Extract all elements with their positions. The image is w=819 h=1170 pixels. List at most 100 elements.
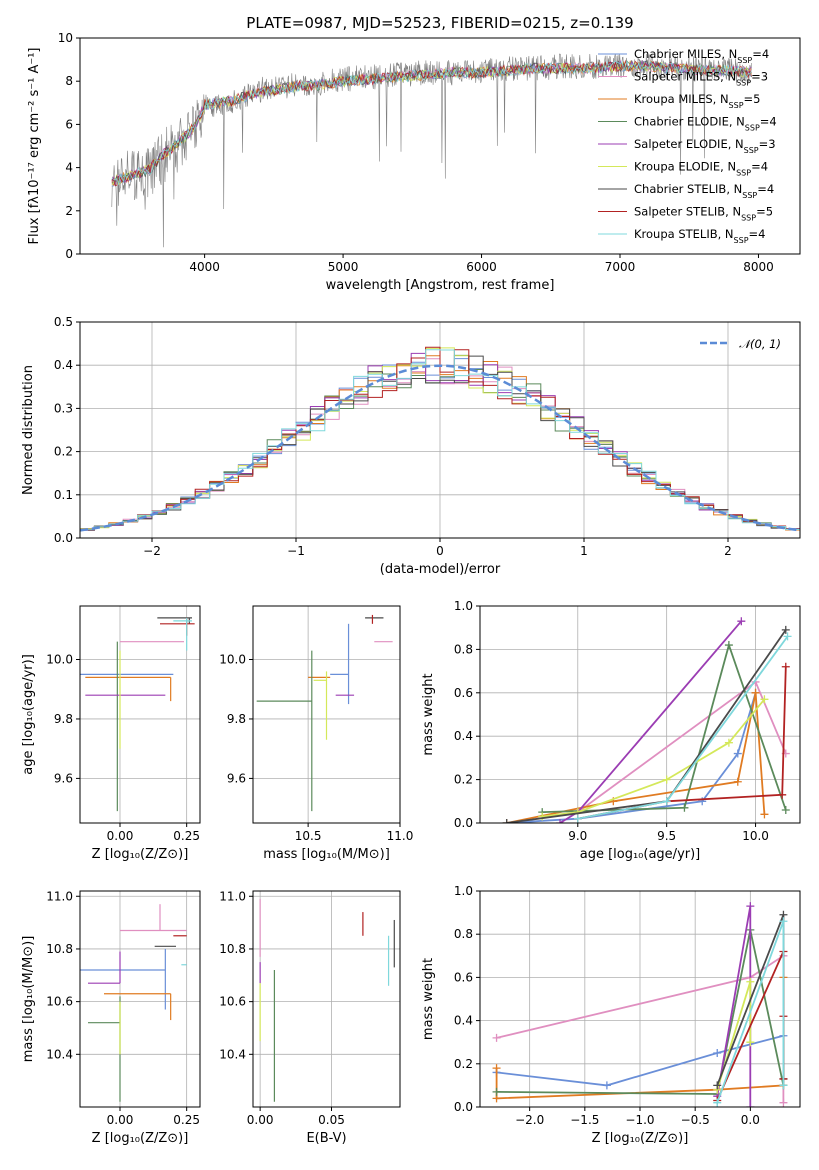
data-marker: [779, 1098, 788, 1107]
x-axis-label: Z [log₁₀(Z/Z⊙)]: [92, 1131, 189, 1146]
y-tick-label: 10.6: [46, 995, 73, 1009]
x-tick-label: 0: [436, 544, 444, 558]
axes-frame: [252, 605, 401, 824]
x-tick-label: 7000: [605, 260, 636, 274]
x-tick-label: 0.0: [741, 1113, 760, 1127]
data-marker: [556, 819, 564, 823]
x-axis-label: Z [log₁₀(Z/Z⊙)]: [592, 1131, 689, 1146]
y-tick-label: 11.0: [219, 889, 246, 903]
axes-frame: [79, 321, 801, 539]
y-tick-label: 10.8: [46, 942, 73, 956]
data-marker: [781, 805, 790, 814]
y-tick-label: 10.0: [46, 653, 73, 667]
y-tick-label: 0.0: [454, 1100, 473, 1114]
legend-entry: Salpeter STELIB, NSSP=5: [634, 205, 773, 223]
spectrum-panel: 4000 5000 6000 7000 8000 0 2 4 6 8 10 wavelength [A…: [27, 31, 801, 293]
y-axis-label: age [log₁₀(age/yr)]: [21, 654, 36, 775]
mass-age-panel: 10.5 11.0 9.6 9.8 10.0 mass [log₁₀(M/M⊙)]: [219, 605, 413, 862]
ticks: −2.0 −1.5 −1.0 −0.5 0.0 0.0 0.2 0.4 0.6 0.8 1.0: [454, 884, 760, 1127]
data-marker: [746, 977, 755, 986]
y-tick-label: 0.1: [54, 488, 73, 502]
y-tick-label: 10.0: [219, 653, 246, 667]
x-tick-label: 2: [724, 544, 732, 558]
data-marker: [778, 790, 787, 799]
axes-frame: [252, 890, 401, 1108]
x-tick-label: 5000: [328, 260, 359, 274]
data-marker: [746, 902, 755, 911]
legend-entry: Kroupa ELODIE, NSSP=4: [634, 160, 768, 178]
y-axis-label: Flux [fλ10⁻¹⁷ erg cm⁻² s⁻¹ A⁻¹]: [27, 48, 42, 245]
x-tick-label: −1.5: [570, 1113, 599, 1127]
model-spectrum-kroupa-stelib: [111, 60, 752, 185]
y-axis-label: mass weight: [421, 958, 436, 1040]
x-axis-label: wavelength [Angstrom, rest frame]: [326, 278, 555, 293]
y-tick-label: 0.2: [454, 1057, 473, 1071]
ticks: −2 −1 0 1 2 0.0 0.1 0.2 0.3 0.4 0.5: [54, 315, 732, 558]
x-axis-label: Z [log₁₀(Z/Z⊙)]: [92, 847, 189, 862]
y-tick-label: 10.8: [219, 942, 246, 956]
x-tick-label: 0.00: [107, 829, 134, 843]
y-tick-label: 0.4: [54, 358, 73, 372]
data-marker: [573, 814, 582, 823]
x-tick-label: −1.0: [625, 1113, 654, 1127]
residuals-panel: −2 −1 0 1 2 0.0 0.1 0.2 0.3 0.4 0.5 (data-model)/er…: [21, 315, 801, 577]
data-marker: [781, 662, 790, 671]
y-tick-label: 10: [58, 31, 73, 45]
plot-area: [80, 904, 187, 1102]
y-tick-label: 10.4: [46, 1047, 73, 1061]
legend-entry: Salpeter MILES, NSSP=3: [634, 70, 768, 88]
x-tick-label: −0.5: [681, 1113, 710, 1127]
ticks: 0.00 0.05 10.4 10.6 10.8 11.0: [219, 889, 345, 1127]
weight-line-chabrier-elodie: [542, 642, 787, 813]
x-axis-label: age [log₁₀(age/yr)]: [580, 847, 701, 862]
x-tick-label: −1: [287, 544, 305, 558]
x-tick-label: 0.25: [173, 1113, 200, 1127]
data-marker: [538, 812, 547, 821]
y-tick-label: 0.2: [54, 445, 73, 459]
data-marker: [492, 1087, 501, 1096]
x-tick-label: 10.0: [742, 829, 769, 843]
axes-frame: [479, 605, 801, 824]
axes-frame: [79, 605, 201, 824]
weight-line-salpeter-elodie: [559, 620, 742, 823]
y-tick-label: 0.3: [54, 401, 73, 415]
data-marker: [751, 688, 760, 697]
plot-area: [111, 53, 752, 248]
ebv-mass-panel: 0.00 0.05 10.4 10.6 10.8 11.0 E(B-V): [219, 889, 401, 1146]
y-tick-label: 9.6: [227, 771, 246, 785]
age-weight-panel: 9.0 9.5 10.0 0.0 0.2 0.4 0.6 0.8 1.0 age [log₁₀(a…: [421, 599, 801, 862]
ticks: 4000 5000 6000 7000 8000 0 2 4 6 8 10: [58, 31, 774, 274]
x-axis-label: mass [log₁₀(M/M⊙)]: [263, 847, 390, 862]
plot-area: [492, 902, 788, 1107]
x-tick-label: 9.0: [568, 829, 587, 843]
y-tick-label: 0.0: [54, 531, 73, 545]
plot-area: [502, 617, 792, 823]
weight-line-chabrier-stelib: [506, 629, 787, 823]
x-axis-label: (data-model)/error: [380, 562, 501, 577]
x-tick-label: 0.25: [173, 829, 200, 843]
data-marker: [733, 777, 742, 786]
data-marker: [713, 1049, 722, 1057]
y-tick-label: 0.5: [54, 315, 73, 329]
data-marker: [746, 1038, 755, 1047]
legend-entry: 𝒩(0, 1): [739, 337, 781, 351]
x-tick-label: 0.00: [247, 1113, 274, 1127]
z-age-panel: 0.00 0.25 9.6 9.8 10.0 Z [log₁₀(Z/Z⊙)] age [lo…: [21, 605, 201, 862]
data-marker: [779, 1081, 788, 1090]
y-tick-label: 0.6: [454, 970, 473, 984]
x-tick-label: 9.5: [657, 829, 676, 843]
data-marker: [783, 632, 792, 641]
x-tick-label: 0.00: [107, 1113, 134, 1127]
x-tick-label: −2: [143, 544, 161, 558]
y-tick-label: 10.4: [219, 1047, 246, 1061]
histogram-kroupa-stelib: [80, 349, 800, 530]
y-tick-label: 6: [65, 117, 73, 131]
data-marker: [724, 641, 733, 650]
y-tick-label: 0.0: [454, 816, 473, 830]
weight-line-salpeter-elodie: [716, 905, 752, 1107]
y-tick-label: 0.4: [454, 1014, 473, 1028]
y-tick-label: 0.4: [454, 729, 473, 743]
y-tick-label: 1.0: [454, 884, 473, 898]
normal-reference-curve: [80, 364, 800, 532]
